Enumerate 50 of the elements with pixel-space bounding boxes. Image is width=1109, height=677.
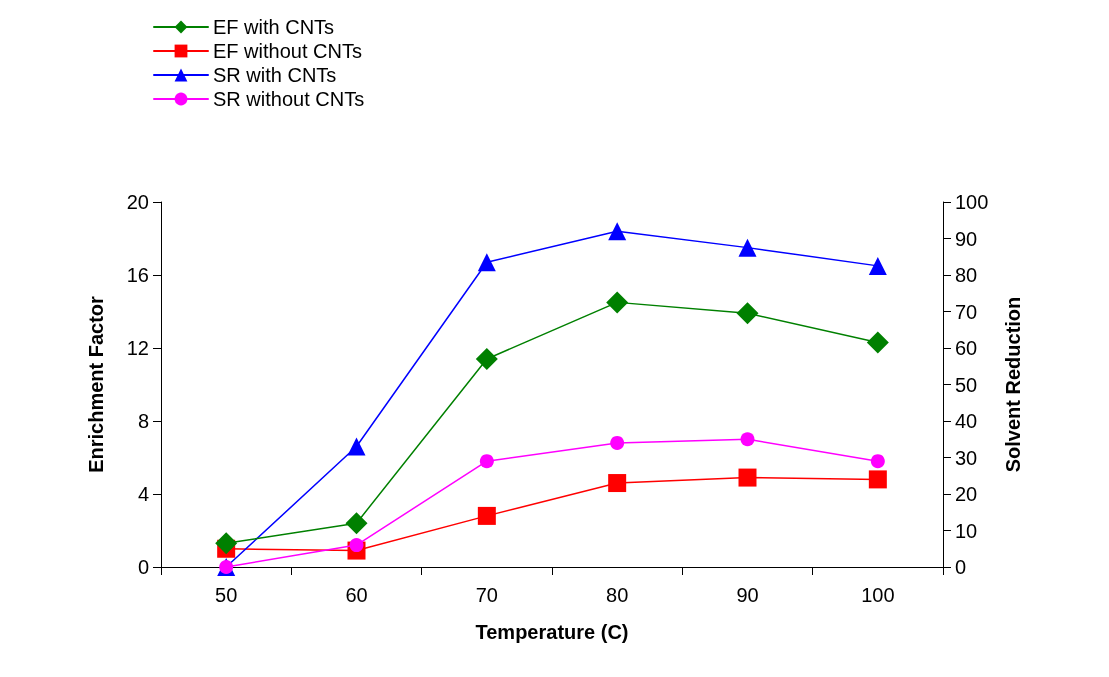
point [215, 532, 238, 555]
y2-tick-label: 70 [955, 300, 978, 323]
y2-axis-title: Solvent Reduction [1002, 296, 1024, 473]
point [477, 506, 496, 525]
x-tick-label: 70 [475, 584, 498, 606]
point [345, 512, 368, 535]
y2-tick-label: 50 [955, 373, 978, 396]
point [608, 474, 627, 493]
point [866, 331, 889, 354]
x-tick-label: 80 [606, 584, 629, 606]
point [870, 454, 885, 469]
y-tick-label: 0 [137, 556, 149, 578]
y2-tick-label: 80 [955, 264, 978, 286]
point [475, 347, 498, 370]
y-tick-label: 4 [137, 483, 149, 505]
y-tick-label: 16 [126, 264, 149, 286]
point [868, 256, 887, 275]
point [477, 253, 496, 272]
legend-label: SR with CNTs [213, 64, 337, 86]
x-tick-label: 60 [345, 584, 368, 606]
y2-tick-label: 40 [955, 410, 978, 432]
point [479, 454, 494, 469]
x-tick-label: 100 [861, 584, 895, 606]
point [738, 238, 757, 257]
y2-tick-label: 90 [955, 227, 978, 250]
point [349, 538, 364, 553]
point [347, 437, 366, 456]
y2-tick-label: 30 [955, 446, 978, 469]
y-tick-label: 12 [126, 337, 149, 359]
x-tick-label: 50 [215, 584, 238, 606]
y2-tick-label: 10 [955, 519, 978, 542]
point [740, 432, 755, 447]
point [738, 468, 757, 487]
point [608, 222, 627, 241]
point [610, 435, 625, 450]
y2-tick-label: 20 [955, 483, 978, 505]
legend-label: EF without CNTs [213, 40, 362, 62]
y-tick-label: 20 [126, 191, 149, 213]
y-axis-title: Enrichment Factor [85, 295, 107, 473]
legend-label: EF with CNTs [213, 16, 335, 38]
x-tick-label: 90 [736, 584, 759, 606]
y2-tick-label: 60 [955, 337, 978, 359]
y2-tick-label: 100 [955, 191, 989, 213]
point [606, 291, 629, 314]
y-tick-label: 8 [137, 410, 149, 432]
legend-label: SR without CNTs [213, 88, 365, 110]
x-axis-title: Temperature (C) [475, 621, 629, 643]
point [868, 470, 887, 489]
y2-tick-label: 0 [955, 556, 967, 578]
point [736, 302, 759, 325]
